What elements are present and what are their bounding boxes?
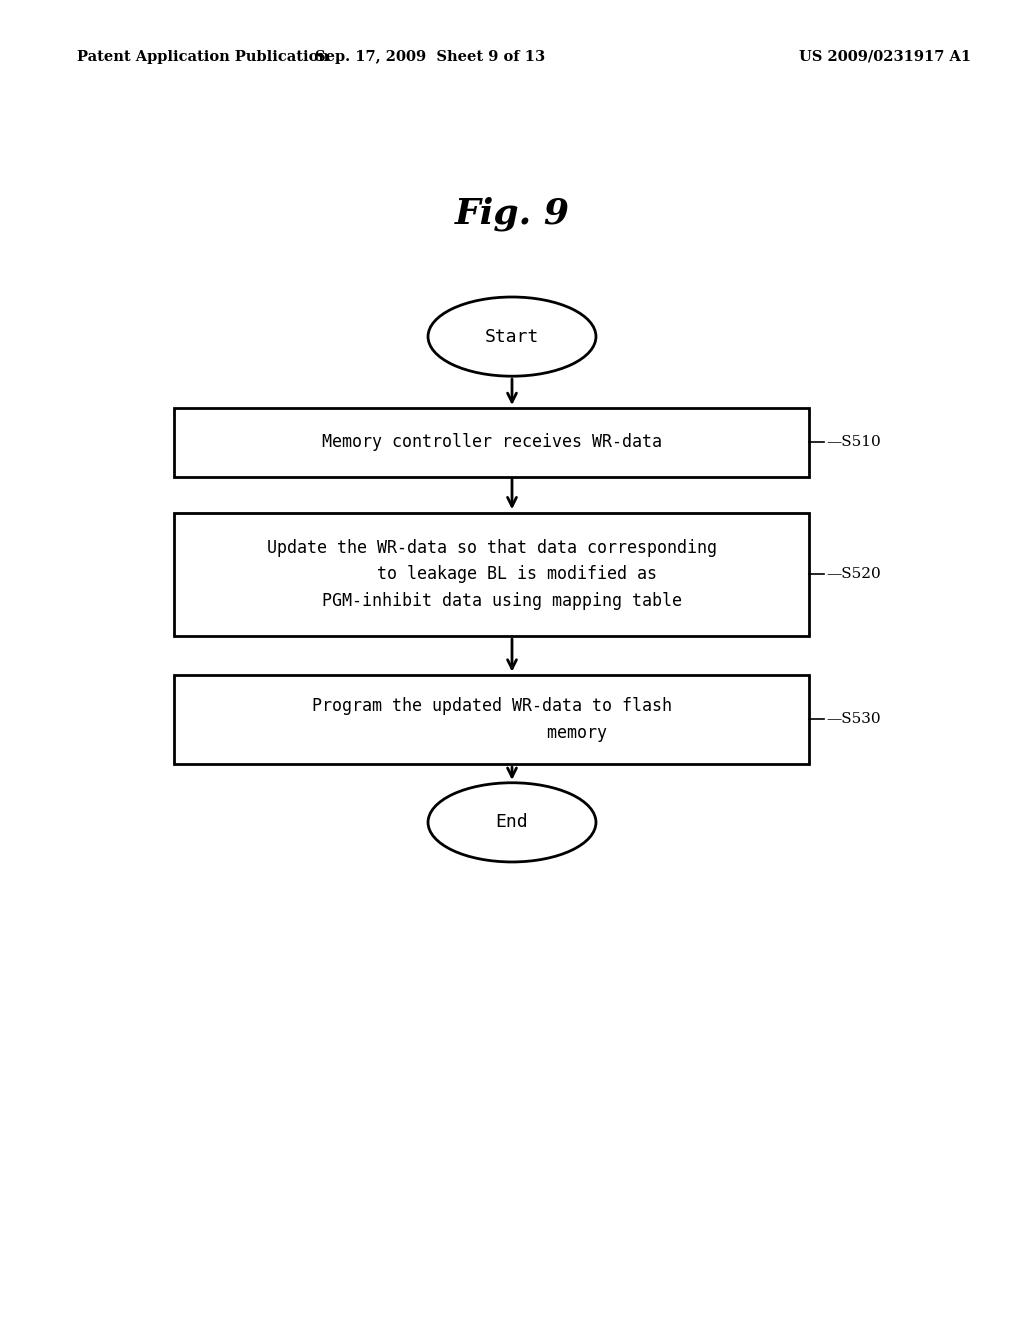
Text: Program the updated WR-data to flash
                 memory: Program the updated WR-data to flash mem…	[311, 697, 672, 742]
FancyBboxPatch shape	[174, 675, 809, 764]
Ellipse shape	[428, 297, 596, 376]
Text: —S530: —S530	[826, 713, 881, 726]
Text: Memory controller receives WR-data: Memory controller receives WR-data	[322, 433, 662, 451]
Text: Sep. 17, 2009  Sheet 9 of 13: Sep. 17, 2009 Sheet 9 of 13	[315, 50, 545, 63]
Text: Start: Start	[484, 327, 540, 346]
FancyBboxPatch shape	[174, 408, 809, 477]
Text: —S520: —S520	[826, 568, 881, 581]
FancyBboxPatch shape	[174, 513, 809, 636]
Text: US 2009/0231917 A1: US 2009/0231917 A1	[799, 50, 971, 63]
Text: —S510: —S510	[826, 436, 881, 449]
Text: Update the WR-data so that data corresponding
     to leakage BL is modified as
: Update the WR-data so that data correspo…	[266, 539, 717, 610]
Text: End: End	[496, 813, 528, 832]
Ellipse shape	[428, 783, 596, 862]
Text: Fig. 9: Fig. 9	[455, 197, 569, 231]
Text: Patent Application Publication: Patent Application Publication	[77, 50, 329, 63]
